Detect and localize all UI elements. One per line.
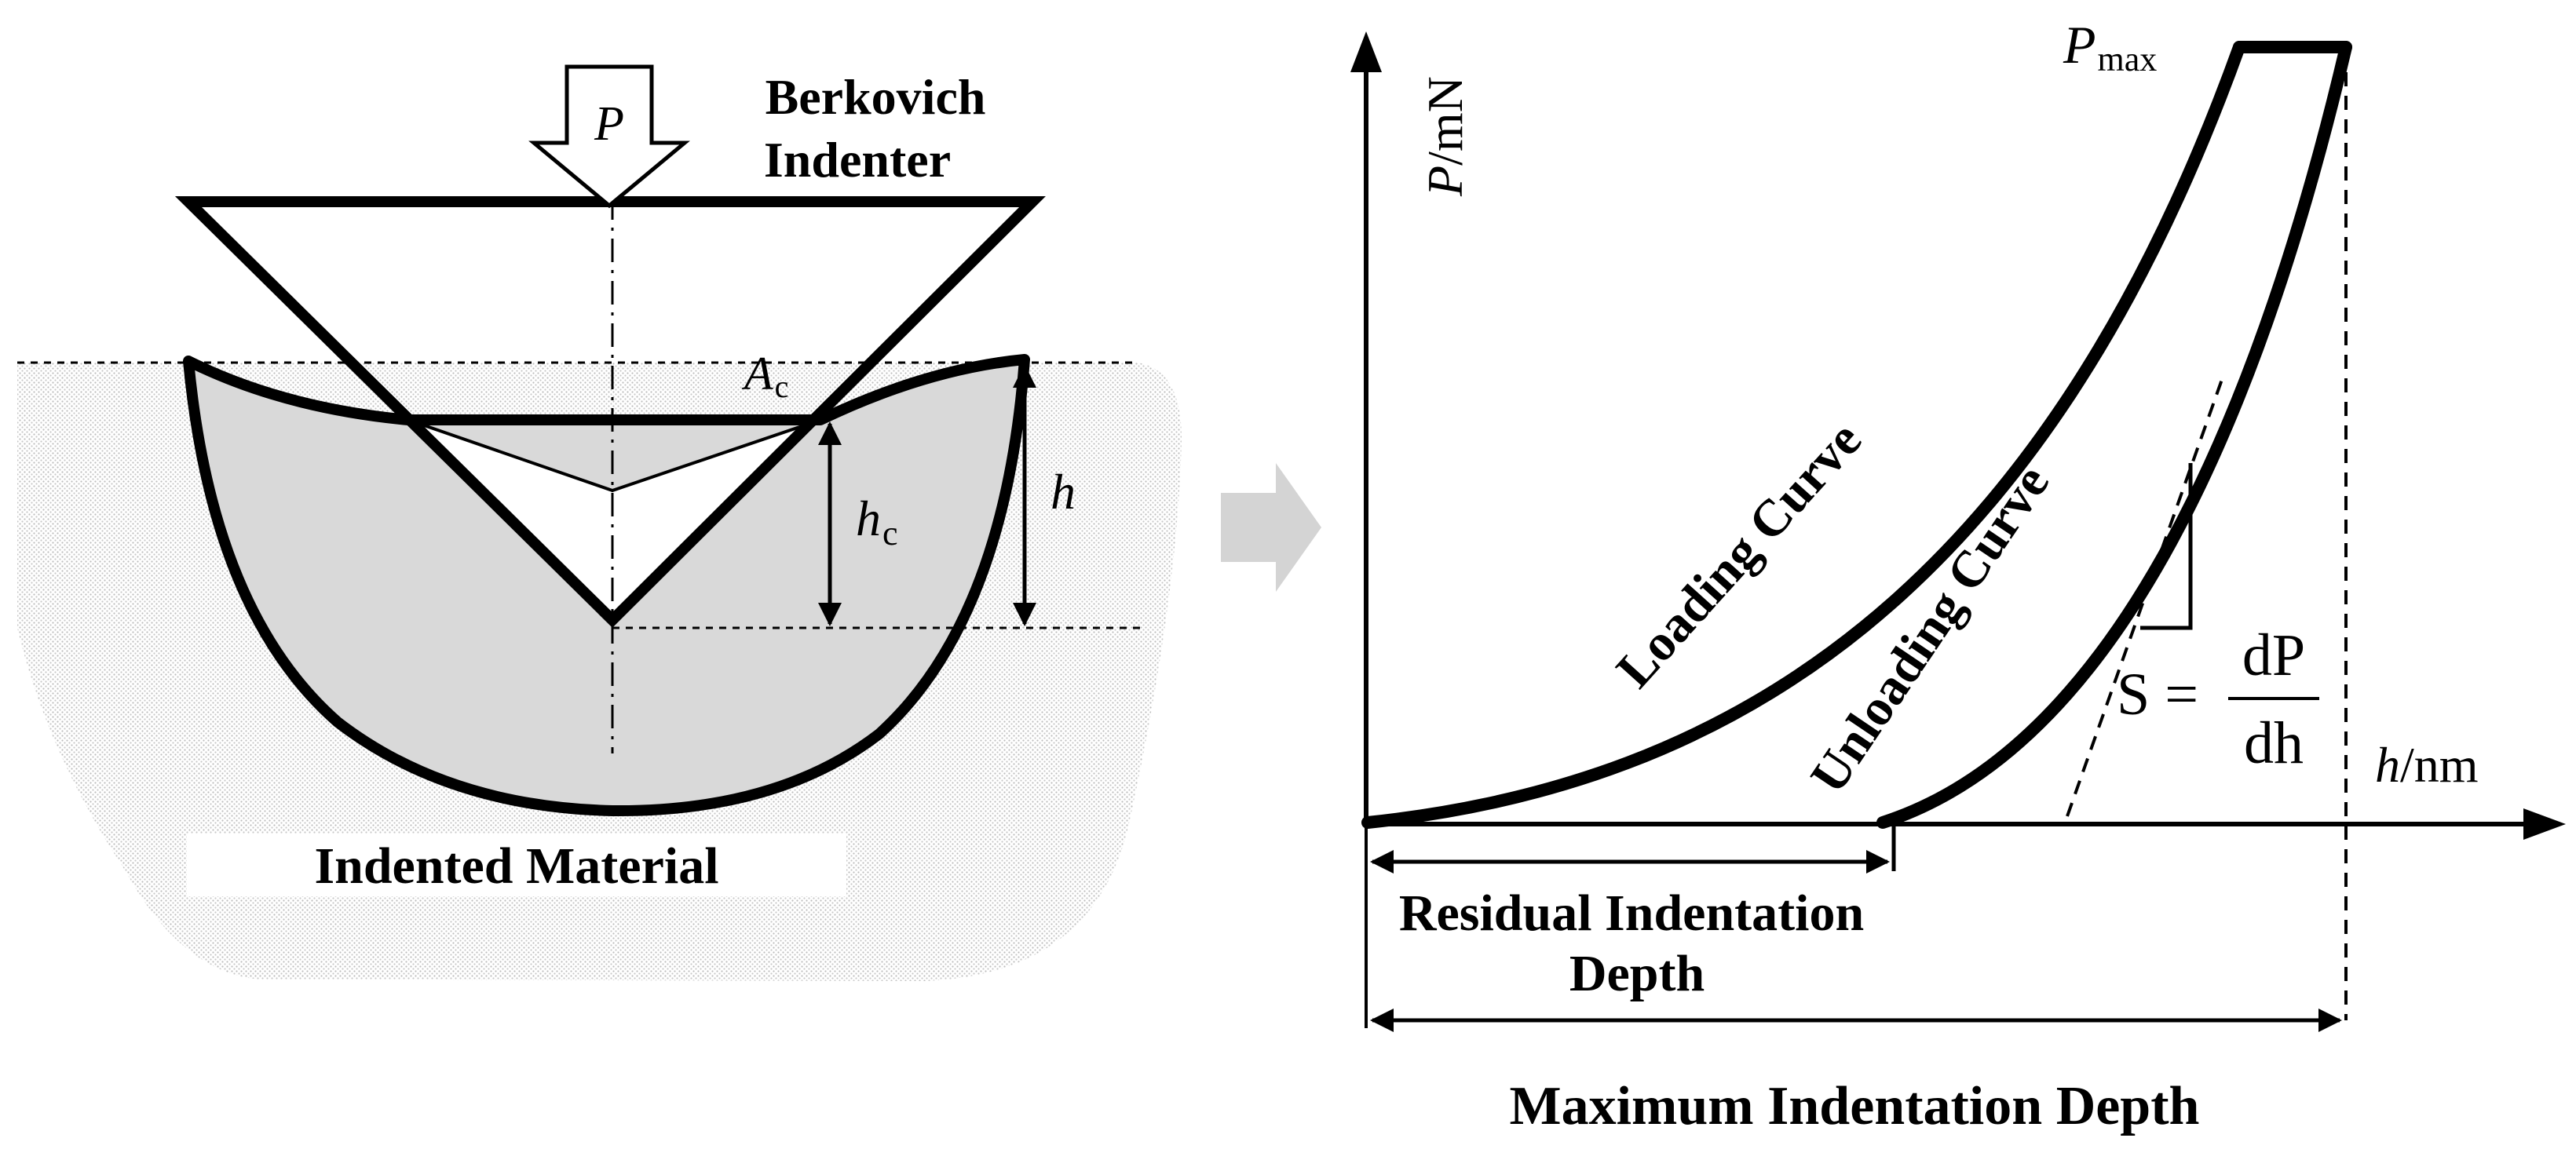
- unloading-curve: [1876, 41, 2352, 829]
- contact-area-outline: [407, 418, 821, 493]
- indenter-label-line2: Indenter: [764, 132, 951, 188]
- load-arrow: [528, 64, 690, 209]
- material-label: Indented Material: [314, 837, 718, 895]
- indenter-schematic: P Berkovich Indenter Ac hc h Indented Ma…: [17, 64, 1182, 981]
- stiffness-lhs: S =: [2117, 662, 2198, 728]
- y-axis-label: P/mN: [1417, 76, 1473, 197]
- contact-area-symbol: Ac: [741, 348, 788, 404]
- x-axis-arrowhead: [2523, 808, 2566, 840]
- slope-triangle: [2140, 463, 2193, 630]
- pmax-label: Pmax: [2063, 15, 2157, 78]
- x-axis-label: h/nm: [2375, 737, 2479, 793]
- load-depth-plot: P/mN h/nm Pmax Loading Curve Unloading C…: [1350, 15, 2566, 1136]
- stiffness-denominator: dh: [2244, 710, 2304, 776]
- stiffness-tangent: [2066, 374, 2225, 817]
- indenter-label-line1: Berkovich: [765, 69, 986, 125]
- stiffness-formula: S = dP dh: [2117, 622, 2319, 776]
- transition-arrow: [1221, 463, 1321, 592]
- material-label-box: [187, 834, 846, 896]
- max-depth-label: Maximum Indentation Depth: [1510, 1076, 2200, 1136]
- total-depth-symbol: h: [1050, 464, 1076, 520]
- contact-area-wedge: [408, 420, 820, 620]
- load-symbol: P: [594, 97, 624, 151]
- unloading-curve-label: Unloading Curve: [1800, 455, 2060, 804]
- residual-depth-label-line1: Residual Indentation: [1399, 885, 1864, 942]
- residual-depth-label-line2: Depth: [1569, 945, 1705, 1002]
- y-axis-arrowhead: [1350, 31, 1382, 72]
- contact-depth-symbol: hc: [856, 491, 898, 553]
- stiffness-numerator: dP: [2242, 622, 2305, 688]
- loading-curve: [1361, 41, 2245, 829]
